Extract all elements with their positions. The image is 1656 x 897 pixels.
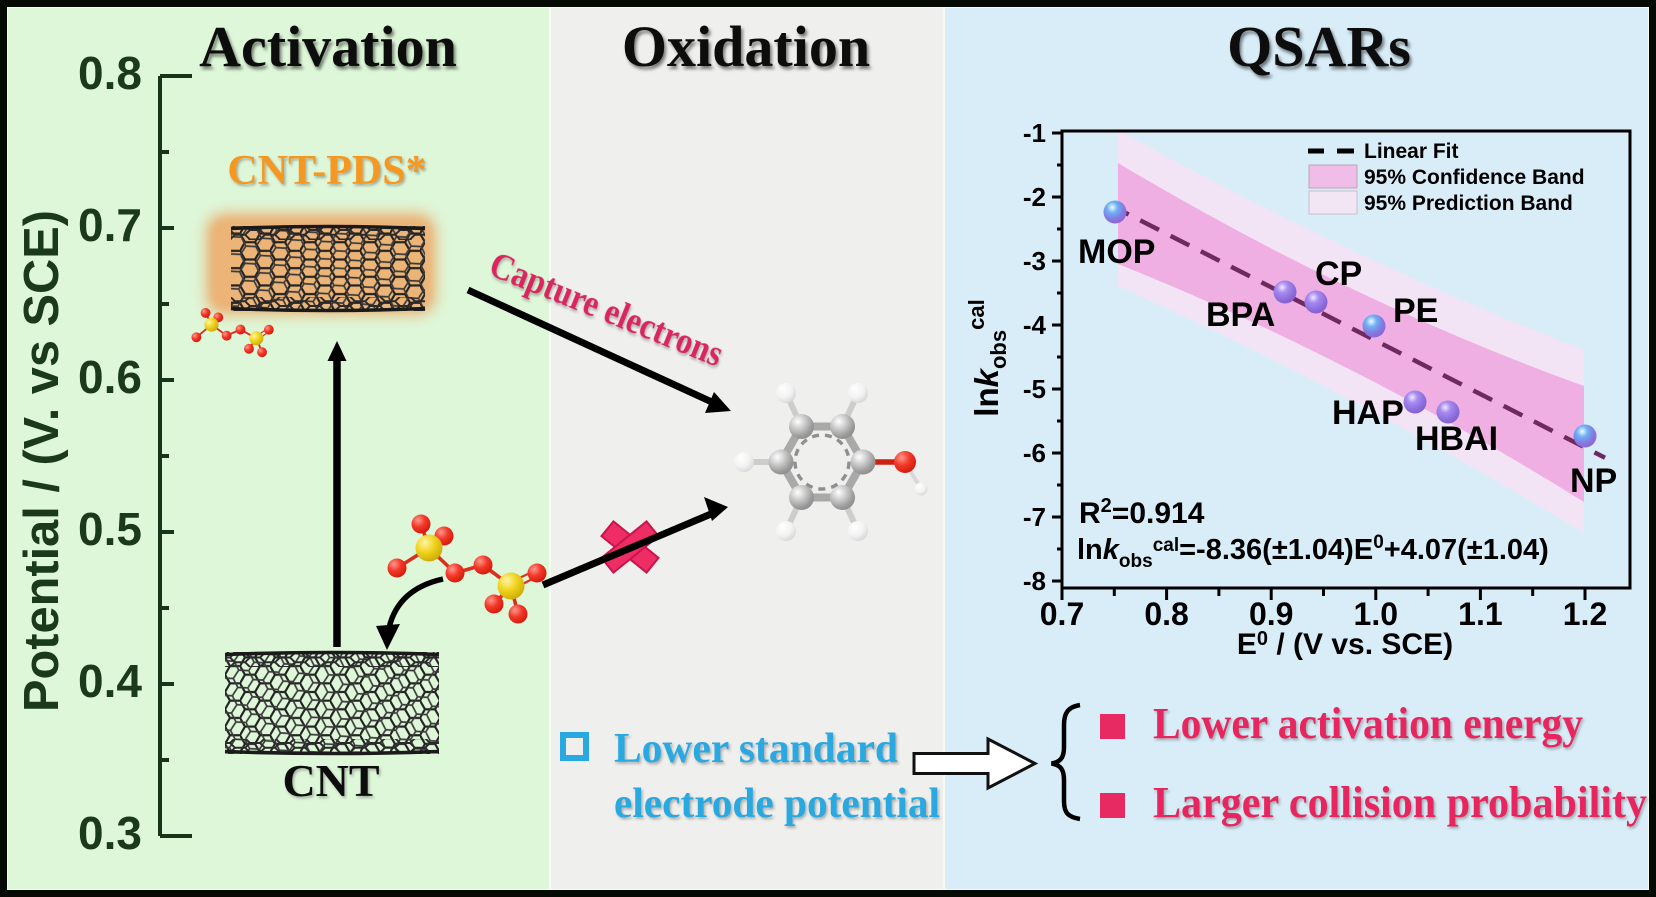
- svg-text:CNT-PDS*: CNT-PDS*: [227, 148, 426, 194]
- svg-text:PE: PE: [1393, 292, 1438, 330]
- svg-text:HBAI: HBAI: [1415, 420, 1498, 458]
- svg-text:1.2: 1.2: [1563, 596, 1607, 632]
- svg-text:E0 / (V vs. SCE): E0 / (V vs. SCE): [1237, 628, 1453, 661]
- svg-text:electrode potential: electrode potential: [614, 781, 940, 827]
- svg-text:0.8: 0.8: [1144, 596, 1188, 632]
- svg-text:-5: -5: [1023, 374, 1046, 404]
- svg-text:lnkobscal=-8.36(±1.04)E0+4.07(: lnkobscal=-8.36(±1.04)E0+4.07(±1.04): [1077, 532, 1549, 572]
- svg-text:0.9: 0.9: [1249, 596, 1293, 632]
- svg-text:CP: CP: [1315, 255, 1362, 293]
- svg-text:Activation: Activation: [199, 14, 457, 79]
- svg-text:-6: -6: [1023, 438, 1046, 468]
- svg-text:-8: -8: [1023, 566, 1046, 596]
- svg-text:Larger collision probability: Larger collision probability: [1153, 778, 1647, 827]
- svg-text:HAP: HAP: [1332, 394, 1404, 432]
- svg-text:0.3: 0.3: [78, 807, 142, 859]
- svg-text:1.1: 1.1: [1458, 596, 1502, 632]
- svg-text:CNT: CNT: [282, 755, 379, 806]
- svg-text:0.7: 0.7: [78, 199, 142, 251]
- svg-text:MOP: MOP: [1078, 233, 1155, 271]
- svg-text:R2=0.914: R2=0.914: [1079, 495, 1205, 530]
- svg-text:-7: -7: [1023, 502, 1046, 532]
- svg-text:NP: NP: [1570, 462, 1617, 500]
- svg-text:QSARs: QSARs: [1227, 14, 1411, 79]
- svg-text:0.6: 0.6: [78, 351, 142, 403]
- svg-text:95% Confidence Band: 95% Confidence Band: [1364, 166, 1585, 189]
- svg-text:-2: -2: [1023, 182, 1046, 212]
- svg-text:Lower activation energy: Lower activation energy: [1153, 699, 1583, 748]
- svg-text:0.8: 0.8: [78, 47, 142, 99]
- svg-text:Linear Fit: Linear Fit: [1364, 140, 1459, 163]
- svg-text:Oxidation: Oxidation: [622, 14, 870, 79]
- svg-text:0.4: 0.4: [78, 655, 142, 707]
- svg-text:Lower standard: Lower standard: [614, 726, 898, 772]
- svg-text:Potential / (V. vs SCE): Potential / (V. vs SCE): [15, 210, 69, 712]
- svg-text:-4: -4: [1023, 310, 1047, 340]
- svg-text:-1: -1: [1023, 118, 1046, 148]
- svg-text:-3: -3: [1023, 246, 1046, 276]
- svg-text:0.5: 0.5: [78, 503, 142, 555]
- svg-text:0.7: 0.7: [1040, 596, 1084, 632]
- svg-text:BPA: BPA: [1206, 296, 1275, 334]
- svg-text:1.0: 1.0: [1354, 596, 1398, 632]
- svg-text:95% Prediction Band: 95% Prediction Band: [1364, 192, 1573, 215]
